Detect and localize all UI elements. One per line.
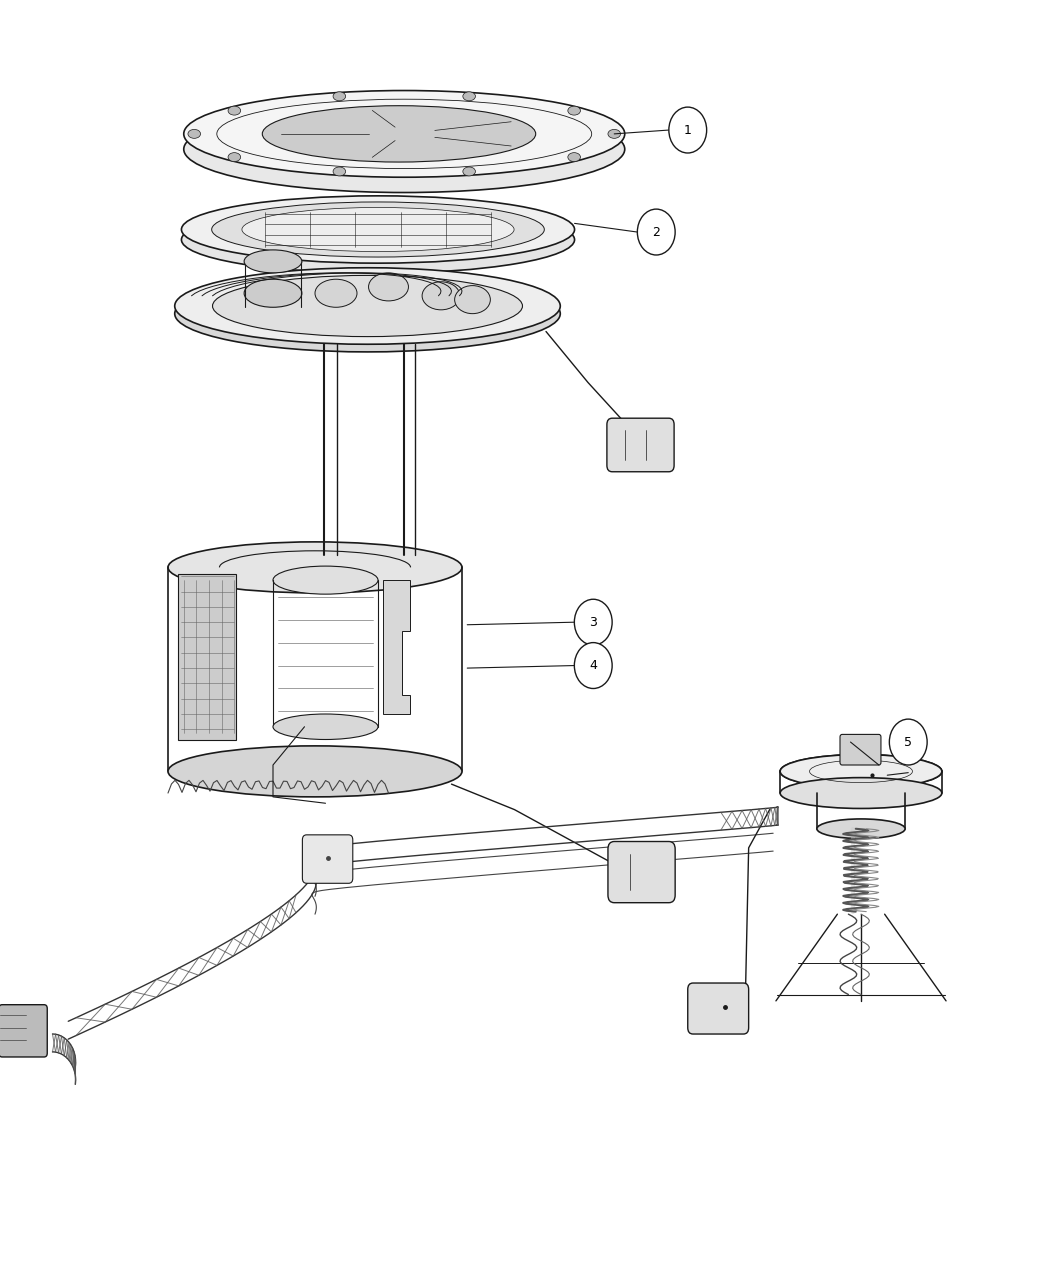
Ellipse shape [184,91,625,177]
Ellipse shape [182,207,574,273]
Ellipse shape [608,129,621,139]
Text: 4: 4 [589,659,597,672]
Circle shape [889,719,927,765]
FancyBboxPatch shape [607,418,674,472]
Text: 1: 1 [684,124,692,136]
Text: 5: 5 [904,736,912,748]
Ellipse shape [817,819,905,839]
Ellipse shape [780,778,942,808]
Ellipse shape [212,275,523,337]
Ellipse shape [315,279,357,307]
Ellipse shape [244,250,302,273]
Ellipse shape [568,106,581,115]
Ellipse shape [780,755,942,788]
Circle shape [637,209,675,255]
Ellipse shape [228,153,240,162]
Ellipse shape [182,196,574,263]
Bar [178,574,236,740]
Ellipse shape [212,201,544,258]
Text: 3: 3 [589,616,597,629]
Ellipse shape [244,279,302,307]
Ellipse shape [780,755,942,788]
Polygon shape [383,580,410,714]
Ellipse shape [463,92,476,101]
FancyBboxPatch shape [0,1005,47,1057]
Ellipse shape [184,106,625,193]
Ellipse shape [242,208,514,251]
Ellipse shape [455,286,490,314]
Ellipse shape [188,129,201,139]
Ellipse shape [228,106,240,115]
Ellipse shape [273,714,378,740]
FancyBboxPatch shape [608,842,675,903]
Ellipse shape [422,282,460,310]
Text: 2: 2 [652,226,660,238]
Ellipse shape [568,153,581,162]
Circle shape [669,107,707,153]
Ellipse shape [168,542,462,593]
Ellipse shape [174,275,561,352]
Ellipse shape [463,167,476,176]
Ellipse shape [168,746,462,797]
Circle shape [574,599,612,645]
Ellipse shape [369,273,408,301]
FancyBboxPatch shape [302,835,353,884]
Ellipse shape [333,167,345,176]
Ellipse shape [273,566,378,594]
FancyBboxPatch shape [688,983,749,1034]
Ellipse shape [174,268,561,344]
Ellipse shape [333,92,345,101]
Ellipse shape [262,106,536,162]
Circle shape [574,643,612,689]
FancyBboxPatch shape [840,734,881,765]
